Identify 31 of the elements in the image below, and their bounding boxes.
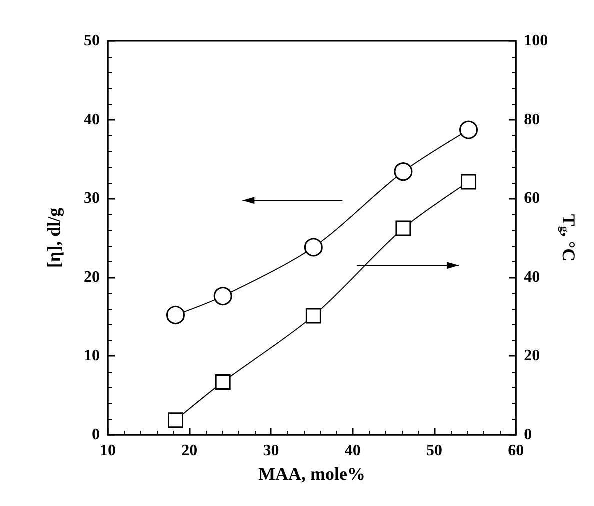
x-tick-label: 30 [263, 442, 280, 460]
y-tick-label: 10 [84, 348, 100, 365]
point [394, 162, 413, 182]
point [304, 238, 323, 257]
y2-tick-label: 100 [524, 32, 548, 50]
x-tick-label: 40 [344, 442, 361, 460]
point [396, 220, 412, 236]
y2-tick-label: 60 [524, 190, 540, 208]
y-tick-label: 30 [84, 190, 100, 208]
y-tick-label: 50 [84, 32, 100, 50]
x-tick-label: 20 [182, 442, 198, 460]
point [461, 174, 477, 190]
x-axis-title: MAA, mole% [258, 464, 366, 484]
x-tick-label: 10 [100, 442, 116, 460]
y2-tick-label: 40 [524, 268, 540, 286]
point [215, 374, 231, 390]
x-tick-label: 50 [426, 442, 442, 460]
y2-tick-label: 0 [524, 426, 532, 444]
y-tick-label: 20 [84, 268, 100, 286]
y2-tick-label: 20 [524, 348, 540, 365]
x-tick-label: 60 [508, 442, 524, 460]
y-tick-label: 0 [92, 426, 100, 444]
point [460, 120, 478, 140]
y2-axis-title: Tg, °C [558, 214, 579, 262]
point [166, 306, 185, 324]
y-axis-title: [η], dl/g [44, 208, 64, 268]
point [306, 308, 322, 324]
y-tick-label: 40 [84, 111, 100, 128]
point [214, 287, 232, 306]
y2-tick-label: 80 [524, 111, 540, 128]
point [168, 412, 184, 428]
